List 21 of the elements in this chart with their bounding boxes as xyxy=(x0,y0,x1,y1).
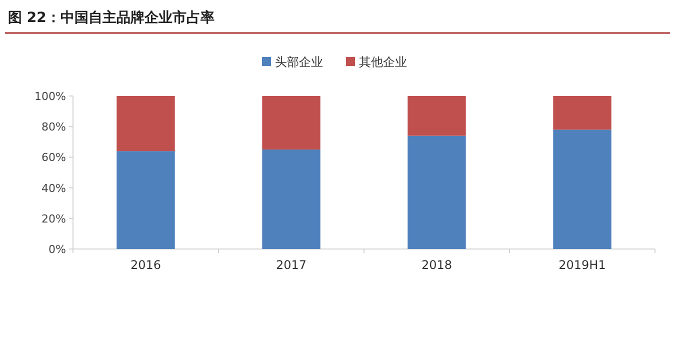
y-tick-label: 80% xyxy=(42,120,66,134)
chart-title: 图 22：中国自主品牌企业市占率 xyxy=(8,9,214,26)
bar xyxy=(408,136,466,249)
legend-label: 头部企业 xyxy=(275,55,323,69)
x-tick-label: 2019H1 xyxy=(558,258,606,272)
y-tick-label: 20% xyxy=(42,212,66,226)
bar xyxy=(116,96,175,152)
y-tick-label: 40% xyxy=(42,182,66,195)
bar xyxy=(116,151,175,249)
bar xyxy=(408,96,466,136)
x-tick-label: 2016 xyxy=(130,258,162,272)
bar xyxy=(553,130,612,249)
y-tick-label: 60% xyxy=(42,151,66,164)
x-tick-label: 2018 xyxy=(421,258,452,272)
legend-label: 其他企业 xyxy=(359,55,407,69)
bar xyxy=(262,96,320,150)
y-tick-label: 100% xyxy=(34,90,66,103)
y-tick-label: 0% xyxy=(48,243,66,256)
bar xyxy=(553,96,612,130)
x-tick-label: 2017 xyxy=(276,258,307,272)
bar xyxy=(262,150,320,249)
